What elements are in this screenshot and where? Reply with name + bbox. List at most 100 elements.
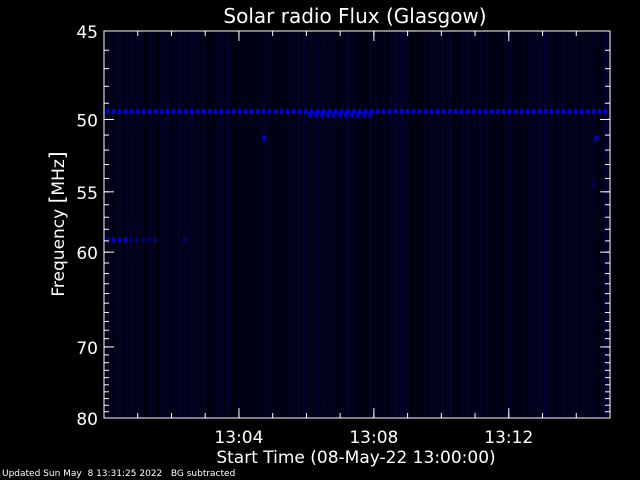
noise-column [291,32,293,417]
band-dash [160,108,163,114]
noise-column [546,32,548,417]
noise-column [108,32,110,417]
noise-column [321,32,323,417]
noise-column [420,32,422,417]
band-dash [544,108,547,114]
noise-column [492,32,494,417]
band-dash [412,108,415,114]
noise-column [186,32,188,417]
band-dash [400,108,403,114]
noise-column [249,32,251,417]
band-dash [430,108,433,114]
band-dash [514,108,517,114]
band-dash [346,108,349,114]
band-dash [153,237,157,243]
band-dash [147,237,151,243]
noise-column [510,32,512,417]
band-dash [286,108,289,114]
noise-column [384,32,386,417]
noise-column [519,32,521,417]
noise-column [162,32,164,417]
band-dash [340,108,343,114]
band-dash [208,108,211,114]
noise-column [342,32,344,417]
noise-column [363,32,365,417]
band-dash [220,108,223,114]
noise-column [387,32,389,417]
band-dash [478,108,481,114]
band-dash [154,108,157,114]
band-dash [106,237,109,243]
noise-column [201,32,203,417]
plot-frame [103,30,611,419]
signal-spot [594,135,599,141]
band-dash [472,108,475,114]
band-dash [130,108,133,114]
band-dash [568,108,571,114]
x-tick-label: 13:12 [484,428,533,448]
x-tick-label: 13:04 [214,428,263,448]
noise-column [582,32,584,417]
noise-column [561,32,563,417]
noise-column [294,32,296,417]
noise-column [531,32,533,417]
band-dash [310,108,313,114]
y-axis-label-unit: MHz [49,159,69,195]
noise-column [414,32,416,417]
noise-column [438,32,440,417]
noise-column [516,32,518,417]
plot-background [104,31,610,418]
noise-column [369,32,371,417]
noise-column [303,32,305,417]
noise-column [453,32,455,417]
noise-column [171,32,173,417]
noise-column [210,32,212,417]
noise-column [318,32,320,417]
noise-column [198,32,200,417]
band-dash [418,108,421,114]
noise-column [279,32,281,417]
band-dash [166,108,169,114]
noise-column [237,32,239,417]
band-dash [338,112,342,118]
band-dash [580,108,583,114]
band-dash [268,108,271,114]
noise-column [174,32,176,417]
noise-column [297,32,299,417]
noise-column [555,32,557,417]
noise-column [309,32,311,417]
band-dash [112,108,115,114]
noise-column [558,32,560,417]
band-dash [562,108,565,114]
chart-title: Solar radio Flux (Glasgow) [223,4,486,28]
band-dash [496,108,499,114]
band-dash [424,108,427,114]
noise-column [195,32,197,417]
noise-column [360,32,362,417]
noise-column [324,32,326,417]
noise-column [135,32,137,417]
noise-column [474,32,476,417]
band-dash [382,108,385,114]
noise-column [219,32,221,417]
noise-column [501,32,503,417]
band-dash [586,108,589,114]
band-dash [298,108,301,114]
band-dash [406,108,409,114]
band-dash [202,108,205,114]
noise-column [111,32,113,417]
noise-column [168,32,170,417]
band-dash [334,108,337,114]
noise-column [150,32,152,417]
noise-column [204,32,206,417]
noise-column [477,32,479,417]
noise-column [300,32,302,417]
noise-column [216,32,218,417]
y-tick-label: 55 [76,184,98,204]
noise-column [123,32,125,417]
y-tick-label: 45 [76,23,98,43]
noise-column [594,32,596,417]
noise-column [231,32,233,417]
noise-column [183,32,185,417]
